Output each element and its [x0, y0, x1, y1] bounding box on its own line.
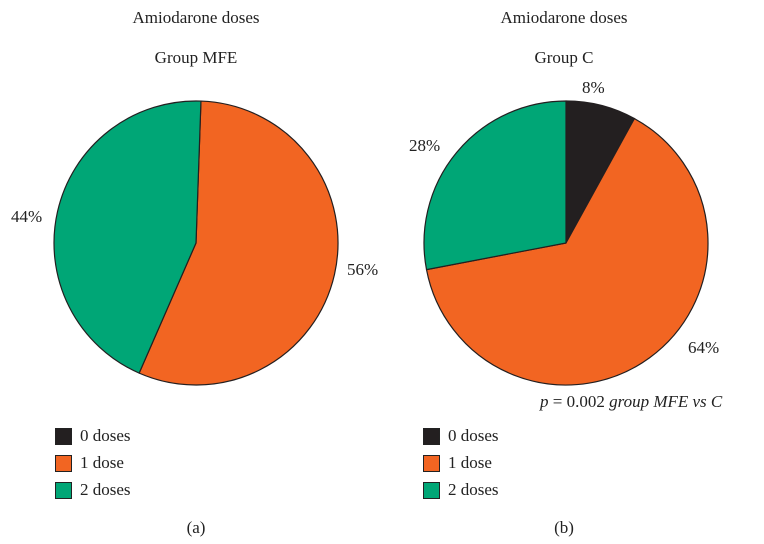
- chart-b-slice-1-dose: [425, 117, 709, 386]
- chart-b-pvalue-annotation: p = 0.002 group MFE vs C: [540, 392, 722, 412]
- legend-swatch: [423, 454, 440, 472]
- pvalue-number: = 0.002: [548, 392, 610, 411]
- legend-swatch: [423, 481, 440, 499]
- legend-label: 0 doses: [448, 426, 499, 445]
- pvalue-text: group MFE vs C: [609, 392, 723, 411]
- legend-label: 1 dose: [448, 453, 492, 472]
- chart-b-slice-label-2-doses: 28%: [409, 136, 441, 155]
- chart-b-slice-label-1-dose: 64%: [688, 338, 720, 357]
- chart-a-title: Amiodarone doses: [132, 8, 260, 27]
- legend-label: 1 dose: [80, 453, 124, 472]
- pvalue-symbol: p: [540, 392, 549, 411]
- chart-a-legend-item-1: 1 dose: [55, 453, 124, 473]
- legend-swatch: [55, 427, 72, 445]
- chart-b-title: Amiodarone doses: [500, 8, 628, 27]
- legend-label: 0 doses: [80, 426, 131, 445]
- chart-a-slice-label-2-doses: 44%: [11, 207, 43, 226]
- chart-b-legend-item-2: 2 doses: [423, 480, 499, 500]
- legend-swatch: [55, 454, 72, 472]
- legend-swatch: [55, 481, 72, 499]
- chart-a-slice-1-dose: [138, 100, 339, 386]
- legend-label: 2 doses: [80, 480, 131, 499]
- chart-a-caption: (a): [186, 518, 206, 537]
- chart-a-slice-2-doses: [53, 100, 202, 374]
- legend-swatch: [423, 427, 440, 445]
- chart-a-legend-item-0: 0 doses: [55, 426, 131, 446]
- chart-a-subtitle: Group MFE: [154, 48, 238, 67]
- chart-b-subtitle: Group C: [534, 48, 594, 67]
- chart-b-legend-item-1: 1 dose: [423, 453, 492, 473]
- legend-label: 2 doses: [448, 480, 499, 499]
- chart-b-legend-item-0: 0 doses: [423, 426, 499, 446]
- chart-a-legend-item-2: 2 doses: [55, 480, 131, 500]
- chart-a-slice-label-1-dose: 56%: [347, 260, 379, 279]
- chart-b-caption: (b): [554, 518, 574, 537]
- chart-b-slice-label-0-doses: 8%: [582, 78, 605, 97]
- chart-b-slice-2-doses: [423, 100, 567, 271]
